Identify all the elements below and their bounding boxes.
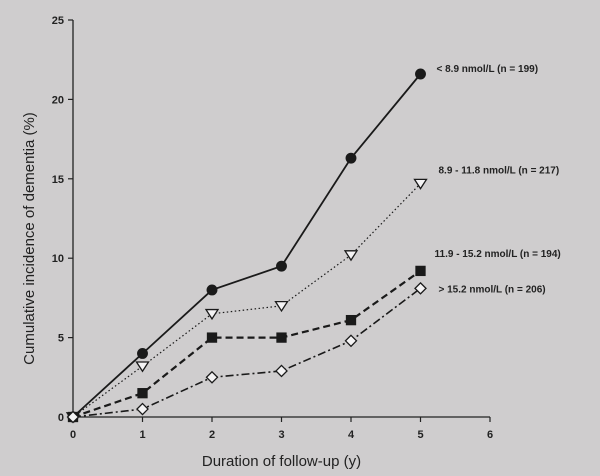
- series-label: < 8.9 nmol/L (n = 199): [437, 64, 539, 75]
- x-axis-title: Duration of follow-up (y): [202, 453, 361, 470]
- data-point: [274, 300, 289, 313]
- series-line: [72, 73, 422, 418]
- data-point: [343, 250, 359, 262]
- data-point: [413, 178, 428, 190]
- data-point: [414, 281, 427, 295]
- data-point: [136, 402, 149, 416]
- y-tick-label: 15: [52, 174, 64, 186]
- data-point: [344, 334, 358, 348]
- plot-area: [65, 68, 428, 424]
- series-line: [72, 183, 421, 418]
- y-tick-label: 5: [58, 333, 64, 345]
- series-labels: < 8.9 nmol/L (n = 199) 8.9 - 11.8 nmol/L …: [435, 64, 561, 295]
- series-label: 11.9 - 15.2 nmol/L (n = 194): [435, 249, 561, 260]
- y-axis-title: Cumulative incidence of dementia (%): [21, 112, 38, 365]
- x-tick-label: 5: [417, 429, 423, 441]
- data-point: [345, 314, 357, 326]
- data-point: [137, 388, 148, 399]
- x-tick-label: 1: [139, 429, 145, 441]
- y-tick-label: 10: [52, 253, 64, 265]
- series-line: [72, 287, 421, 418]
- data-point: [345, 152, 357, 164]
- data-point: [205, 370, 219, 384]
- x-tick-label: 6: [487, 429, 493, 441]
- data-point: [135, 361, 150, 373]
- data-point: [204, 308, 220, 321]
- axes: 0 5 10 15 20 25 0 1 2 3 4 5 6: [52, 15, 493, 441]
- data-point: [276, 332, 287, 343]
- data-point: [415, 68, 426, 80]
- data-point: [275, 364, 288, 378]
- data-point: [137, 348, 148, 359]
- data-point: [276, 260, 287, 272]
- data-point: [206, 284, 218, 296]
- series-line: [72, 270, 422, 419]
- y-ticks: 0 5 10 15 20 25: [52, 15, 73, 424]
- data-point: [206, 332, 218, 343]
- data-point: [66, 410, 80, 424]
- series-label: 8.9 - 11.8 nmol/L (n = 217): [439, 166, 560, 177]
- y-tick-label: 20: [52, 94, 64, 106]
- y-tick-label: 0: [58, 412, 64, 424]
- y-tick-label: 25: [52, 15, 64, 27]
- data-point: [415, 265, 426, 277]
- series-label: > 15.2 nmol/L (n = 206): [439, 284, 546, 295]
- x-tick-label: 4: [348, 429, 355, 441]
- x-tick-label: 3: [278, 429, 284, 441]
- x-tick-label: 0: [70, 429, 76, 441]
- x-tick-label: 2: [209, 429, 215, 441]
- x-ticks: 0 1 2 3 4 5 6: [70, 417, 493, 441]
